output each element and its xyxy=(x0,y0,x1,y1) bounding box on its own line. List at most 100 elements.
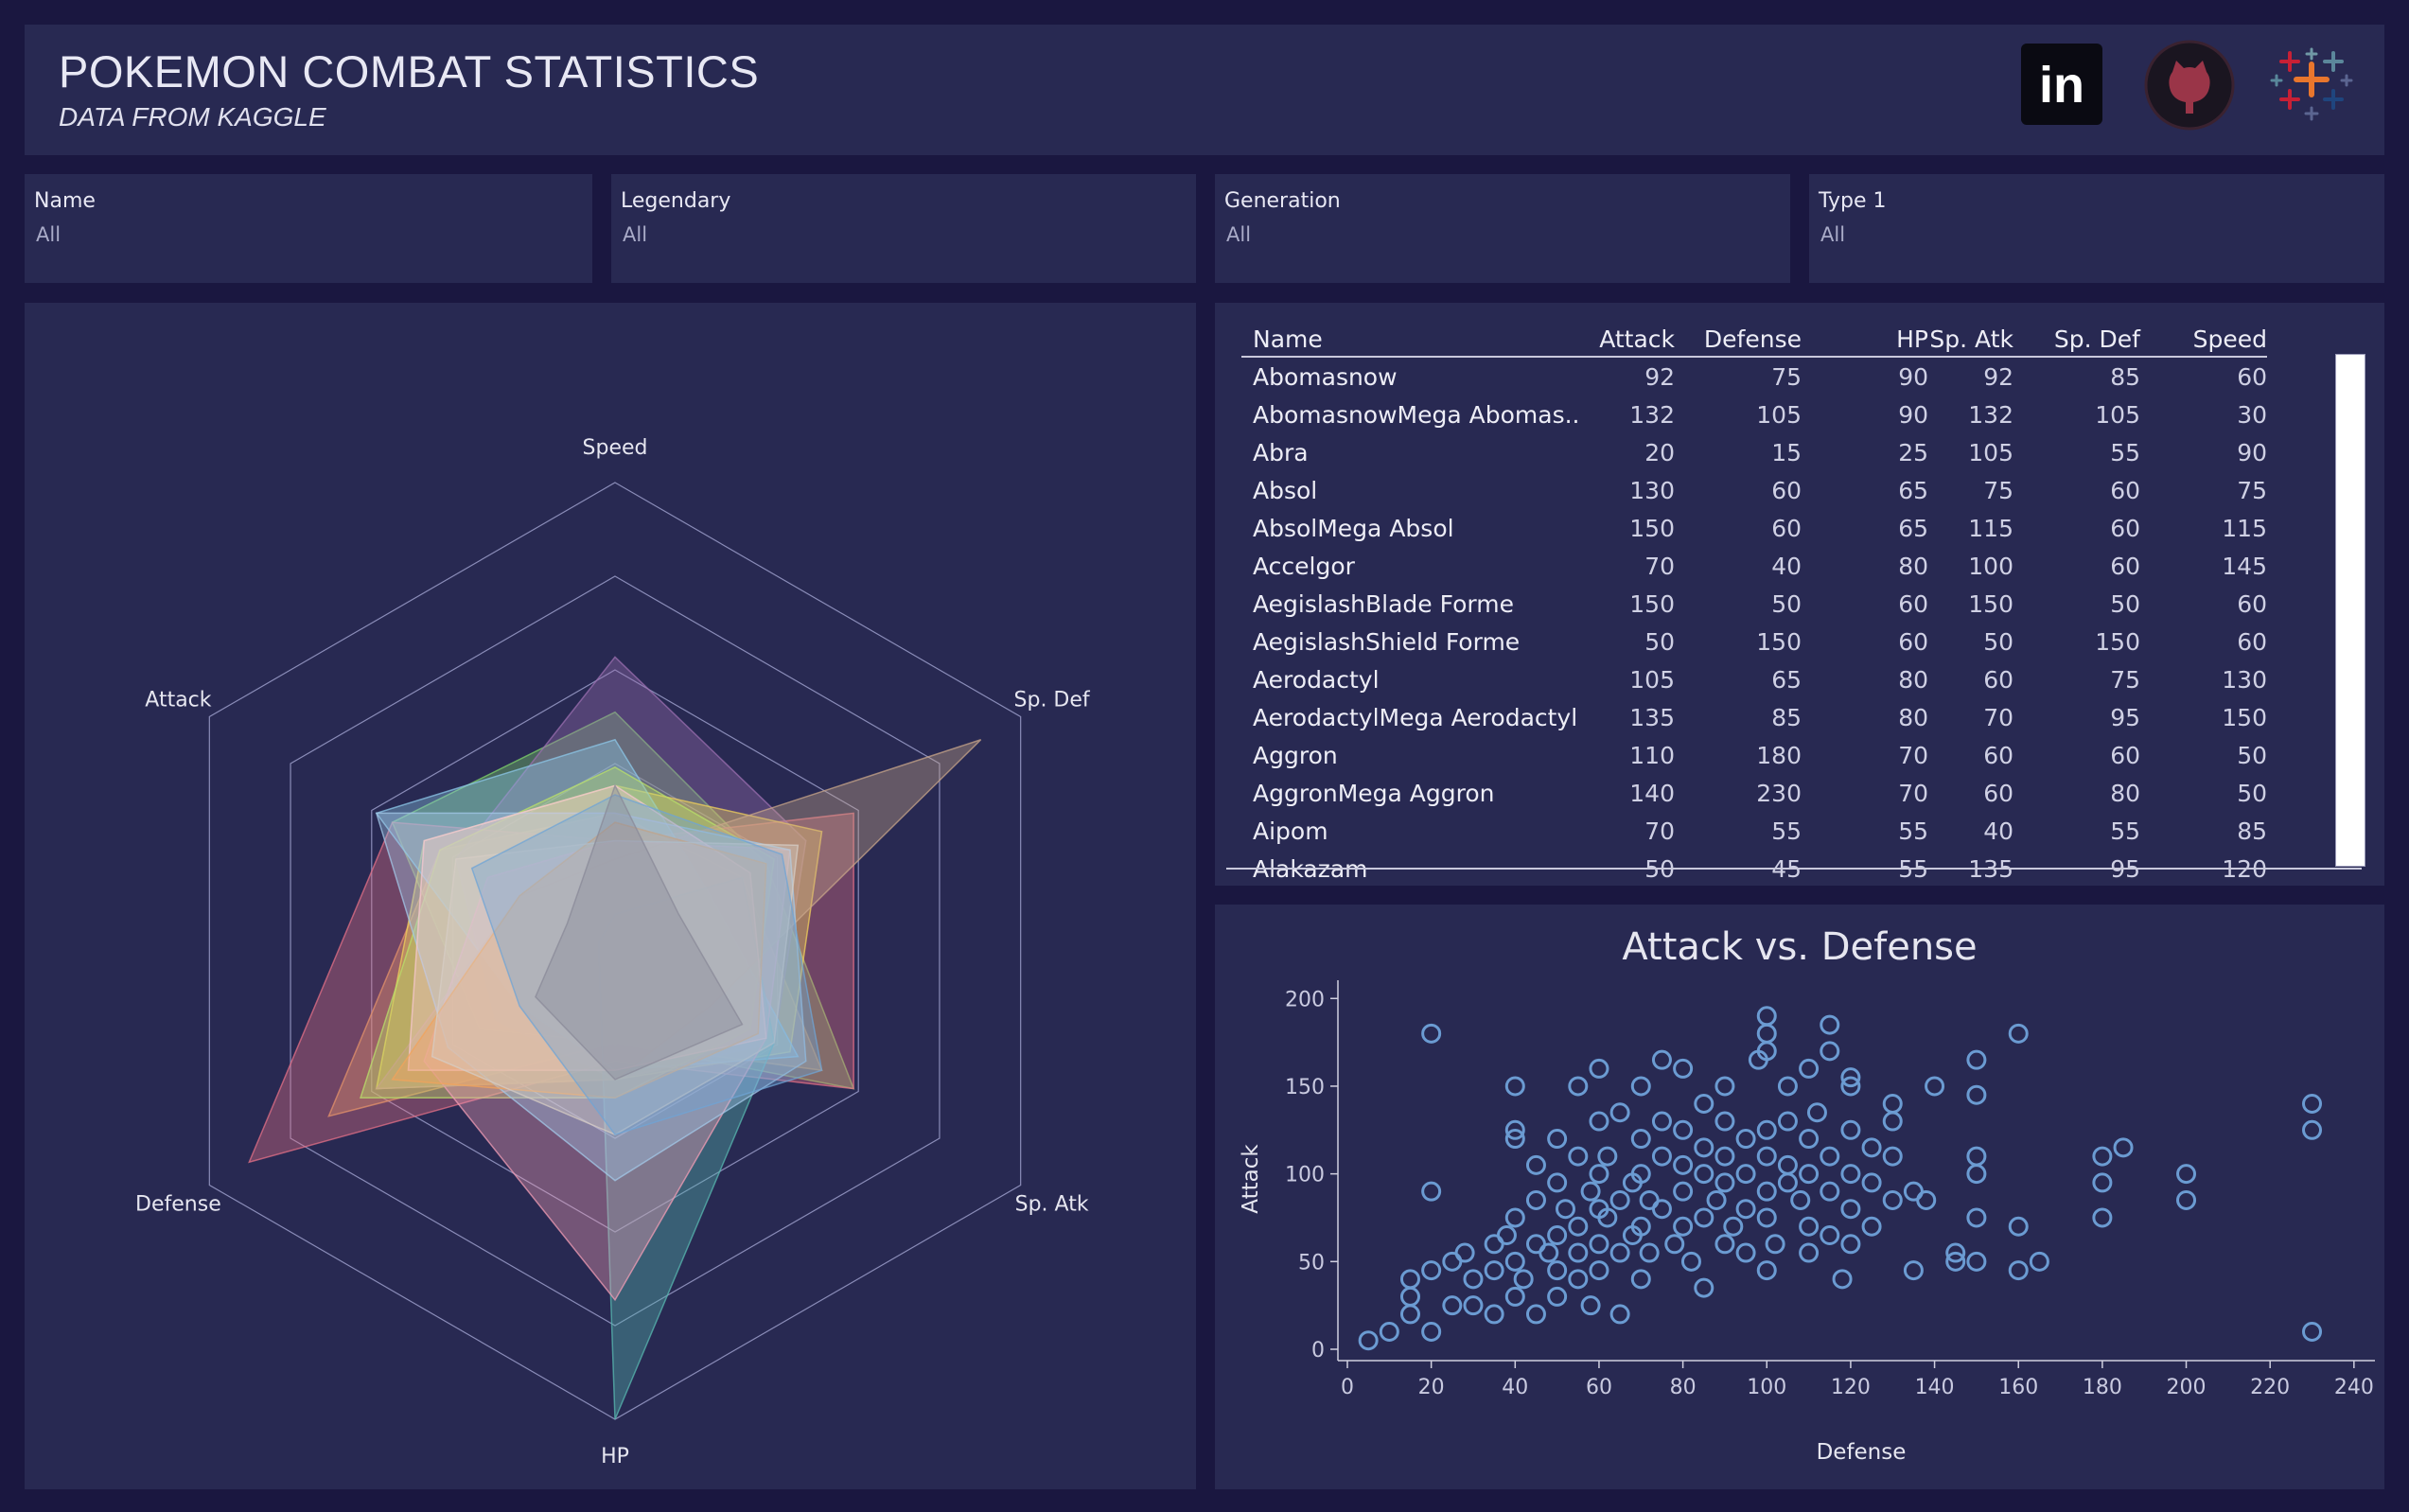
scatter-point[interactable] xyxy=(1399,1304,1420,1325)
scatter-point[interactable] xyxy=(1673,1154,1694,1175)
scatter-point[interactable] xyxy=(1630,1164,1651,1185)
scatter-point[interactable] xyxy=(1840,1076,1861,1097)
scatter-point[interactable] xyxy=(2113,1137,2134,1158)
filter-value[interactable]: All xyxy=(1820,223,1846,246)
scatter-point[interactable] xyxy=(2008,1260,2029,1281)
scatter-point[interactable] xyxy=(1714,1234,1735,1255)
scatter-point[interactable] xyxy=(1694,1137,1714,1158)
scatter-point[interactable] xyxy=(1651,1199,1672,1220)
scatter-point[interactable] xyxy=(1525,1154,1546,1175)
column-header-sp-atk[interactable]: Sp. Atk xyxy=(1928,322,2013,358)
scatter-point[interactable] xyxy=(2008,1216,2029,1237)
scatter-point[interactable] xyxy=(1513,1269,1534,1290)
scatter-point[interactable] xyxy=(1589,1164,1609,1185)
github-icon[interactable] xyxy=(2144,40,2235,134)
scatter-point[interactable] xyxy=(1694,1093,1714,1114)
scatter-point[interactable] xyxy=(1966,1146,1987,1167)
scatter-point[interactable] xyxy=(1463,1269,1484,1290)
scatter-point[interactable] xyxy=(1790,1189,1811,1210)
scatter-point[interactable] xyxy=(2029,1251,2049,1272)
scatter-point[interactable] xyxy=(2302,1321,2323,1342)
radar-series-polygon[interactable] xyxy=(470,794,823,1135)
table-row[interactable]: Absol 130 60 65 75 60 75 xyxy=(1241,471,2267,509)
table-row[interactable]: Abomasnow 92 75 90 92 85 60 xyxy=(1241,357,2267,396)
scatter-point[interactable] xyxy=(1680,1251,1701,1272)
filter-type1[interactable]: Type 1 All xyxy=(1809,174,2384,283)
scatter-point[interactable] xyxy=(1609,1102,1630,1123)
scatter-point[interactable] xyxy=(1454,1242,1475,1263)
scatter-point[interactable] xyxy=(1840,1234,1861,1255)
scatter-point[interactable] xyxy=(1547,1225,1568,1246)
scatter-point[interactable] xyxy=(2176,1189,2197,1210)
scatter-point[interactable] xyxy=(1756,1119,1777,1140)
scatter-point[interactable] xyxy=(1630,1269,1651,1290)
scatter-point[interactable] xyxy=(1673,1058,1694,1079)
scatter-point[interactable] xyxy=(1832,1269,1853,1290)
table-row[interactable]: AerodactylMega Aerodactyl 135 85 80 70 95 150 xyxy=(1241,698,2267,736)
scatter-point[interactable] xyxy=(1589,1260,1609,1281)
scatter-point[interactable] xyxy=(1756,1207,1777,1228)
scatter-point[interactable] xyxy=(1756,1146,1777,1167)
scatter-point[interactable] xyxy=(1555,1199,1575,1220)
radar-series-polygon[interactable] xyxy=(535,783,744,1081)
column-header-hp[interactable]: HP xyxy=(1802,322,1928,358)
scatter-point[interactable] xyxy=(2092,1172,2113,1193)
scatter-point[interactable] xyxy=(2092,1207,2113,1228)
scatter-point[interactable] xyxy=(1442,1295,1463,1316)
scatter-point[interactable] xyxy=(1589,1234,1609,1255)
scatter-point[interactable] xyxy=(1966,1084,1987,1105)
scatter-point[interactable] xyxy=(1673,1181,1694,1202)
scatter-point[interactable] xyxy=(1651,1049,1672,1070)
scatter-point[interactable] xyxy=(1568,1216,1589,1237)
scatter-point[interactable] xyxy=(1966,1164,1987,1185)
filter-name[interactable]: Name All xyxy=(25,174,592,283)
scatter-point[interactable] xyxy=(1673,1216,1694,1237)
scatter-point[interactable] xyxy=(1421,1023,1442,1044)
scatter-point[interactable] xyxy=(1504,1129,1525,1150)
scatter-point[interactable] xyxy=(1723,1216,1744,1237)
scatter-point[interactable] xyxy=(1597,1207,1618,1228)
radar-series-polygon[interactable] xyxy=(407,784,767,1071)
table-row[interactable]: AggronMega Aggron 140 230 70 60 80 50 xyxy=(1241,774,2267,812)
radar-series-polygon[interactable] xyxy=(248,812,854,1164)
scatter-point[interactable] xyxy=(1547,1172,1568,1193)
scatter-point[interactable] xyxy=(1925,1076,1945,1097)
scatter-point[interactable] xyxy=(1694,1277,1714,1298)
scatter-point[interactable] xyxy=(1820,1181,1840,1202)
scatter-point[interactable] xyxy=(1840,1119,1861,1140)
scatter-point[interactable] xyxy=(1694,1207,1714,1228)
scatter-point[interactable] xyxy=(1799,1129,1820,1150)
scatter-point[interactable] xyxy=(1504,1251,1525,1272)
column-header-name[interactable]: Name xyxy=(1241,322,1580,358)
table-row[interactable]: Aerodactyl 105 65 80 60 75 130 xyxy=(1241,660,2267,698)
scatter-point[interactable] xyxy=(1496,1225,1517,1246)
table-row[interactable]: Abra 20 15 25 105 55 90 xyxy=(1241,433,2267,471)
scatter-point[interactable] xyxy=(1358,1330,1379,1351)
scatter-point[interactable] xyxy=(1799,1058,1820,1079)
scatter-point[interactable] xyxy=(1547,1286,1568,1307)
scatter-point[interactable] xyxy=(1379,1321,1399,1342)
radar-series-polygon[interactable] xyxy=(598,876,775,1420)
scatter-point[interactable] xyxy=(1945,1242,1966,1263)
scatter-point[interactable] xyxy=(1820,1225,1840,1246)
scatter-point[interactable] xyxy=(1609,1242,1630,1263)
radar-series-polygon[interactable] xyxy=(391,821,767,1099)
scatter-point[interactable] xyxy=(1882,1146,1903,1167)
scatter-point[interactable] xyxy=(1589,1111,1609,1132)
scatter-point[interactable] xyxy=(1706,1189,1727,1210)
scatter-point[interactable] xyxy=(1756,1023,1777,1044)
scatter-point[interactable] xyxy=(1399,1286,1420,1307)
scatter-point[interactable] xyxy=(1777,1154,1798,1175)
scatter-point[interactable] xyxy=(1651,1146,1672,1167)
scatter-point[interactable] xyxy=(1861,1137,1882,1158)
scatter-point[interactable] xyxy=(1777,1076,1798,1097)
scatter-point[interactable] xyxy=(1820,1146,1840,1167)
scatter-point[interactable] xyxy=(1714,1146,1735,1167)
scatter-point[interactable] xyxy=(1840,1199,1861,1220)
scatter-point[interactable] xyxy=(1756,1006,1777,1027)
column-header-defense[interactable]: Defense xyxy=(1675,322,1802,358)
scatter-point[interactable] xyxy=(1504,1119,1525,1140)
scatter-point[interactable] xyxy=(1504,1207,1525,1228)
scatter-point[interactable] xyxy=(1463,1295,1484,1316)
scatter-point[interactable] xyxy=(1799,1164,1820,1185)
